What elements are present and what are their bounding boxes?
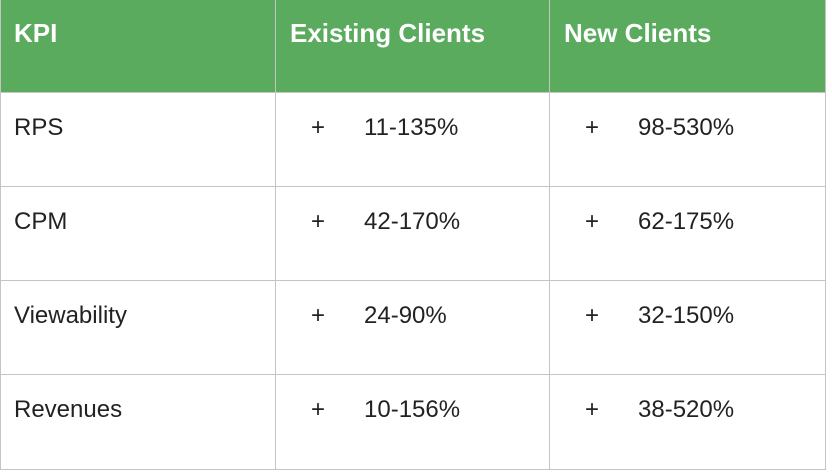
sign: +: [585, 396, 600, 423]
table-cell: +10-156%: [276, 375, 550, 470]
kpi-label: Revenues: [14, 396, 123, 423]
header-text: KPI: [14, 18, 58, 48]
header-cell: Existing Clients: [276, 0, 550, 93]
table-cell: +11-135%: [276, 93, 550, 187]
range-value: 11-135%: [364, 114, 459, 141]
table-cell: +38-520%: [550, 375, 826, 470]
table-cell: CPM: [0, 187, 276, 281]
table-cell: +98-530%: [550, 93, 826, 187]
table-cell: Viewability: [0, 281, 276, 375]
sign: +: [311, 208, 326, 235]
range-value: 62-175%: [638, 208, 735, 235]
header-text: Existing Clients: [290, 18, 486, 48]
table-cell: +32-150%: [550, 281, 826, 375]
range-value: 10-156%: [364, 396, 461, 423]
table-cell: +42-170%: [276, 187, 550, 281]
range-value: 98-530%: [638, 114, 735, 141]
table-cell: +62-175%: [550, 187, 826, 281]
kpi-label: RPS: [14, 114, 64, 141]
sign: +: [585, 302, 600, 329]
range-value: 24-90%: [364, 302, 447, 329]
header-text: New Clients: [564, 18, 712, 48]
sign: +: [585, 114, 600, 141]
sign: +: [311, 396, 326, 423]
table-cell: +24-90%: [276, 281, 550, 375]
sign: +: [585, 208, 600, 235]
table-cell: Revenues: [0, 375, 276, 470]
header-cell: KPI: [0, 0, 276, 93]
range-value: 38-520%: [638, 396, 735, 423]
sign: +: [311, 302, 326, 329]
table-cell: RPS: [0, 93, 276, 187]
sign: +: [311, 114, 326, 141]
kpi-label: CPM: [14, 208, 68, 235]
range-value: 42-170%: [364, 208, 461, 235]
kpi-label: Viewability: [14, 302, 127, 329]
range-value: 32-150%: [638, 302, 735, 329]
header-cell: New Clients: [550, 0, 826, 93]
